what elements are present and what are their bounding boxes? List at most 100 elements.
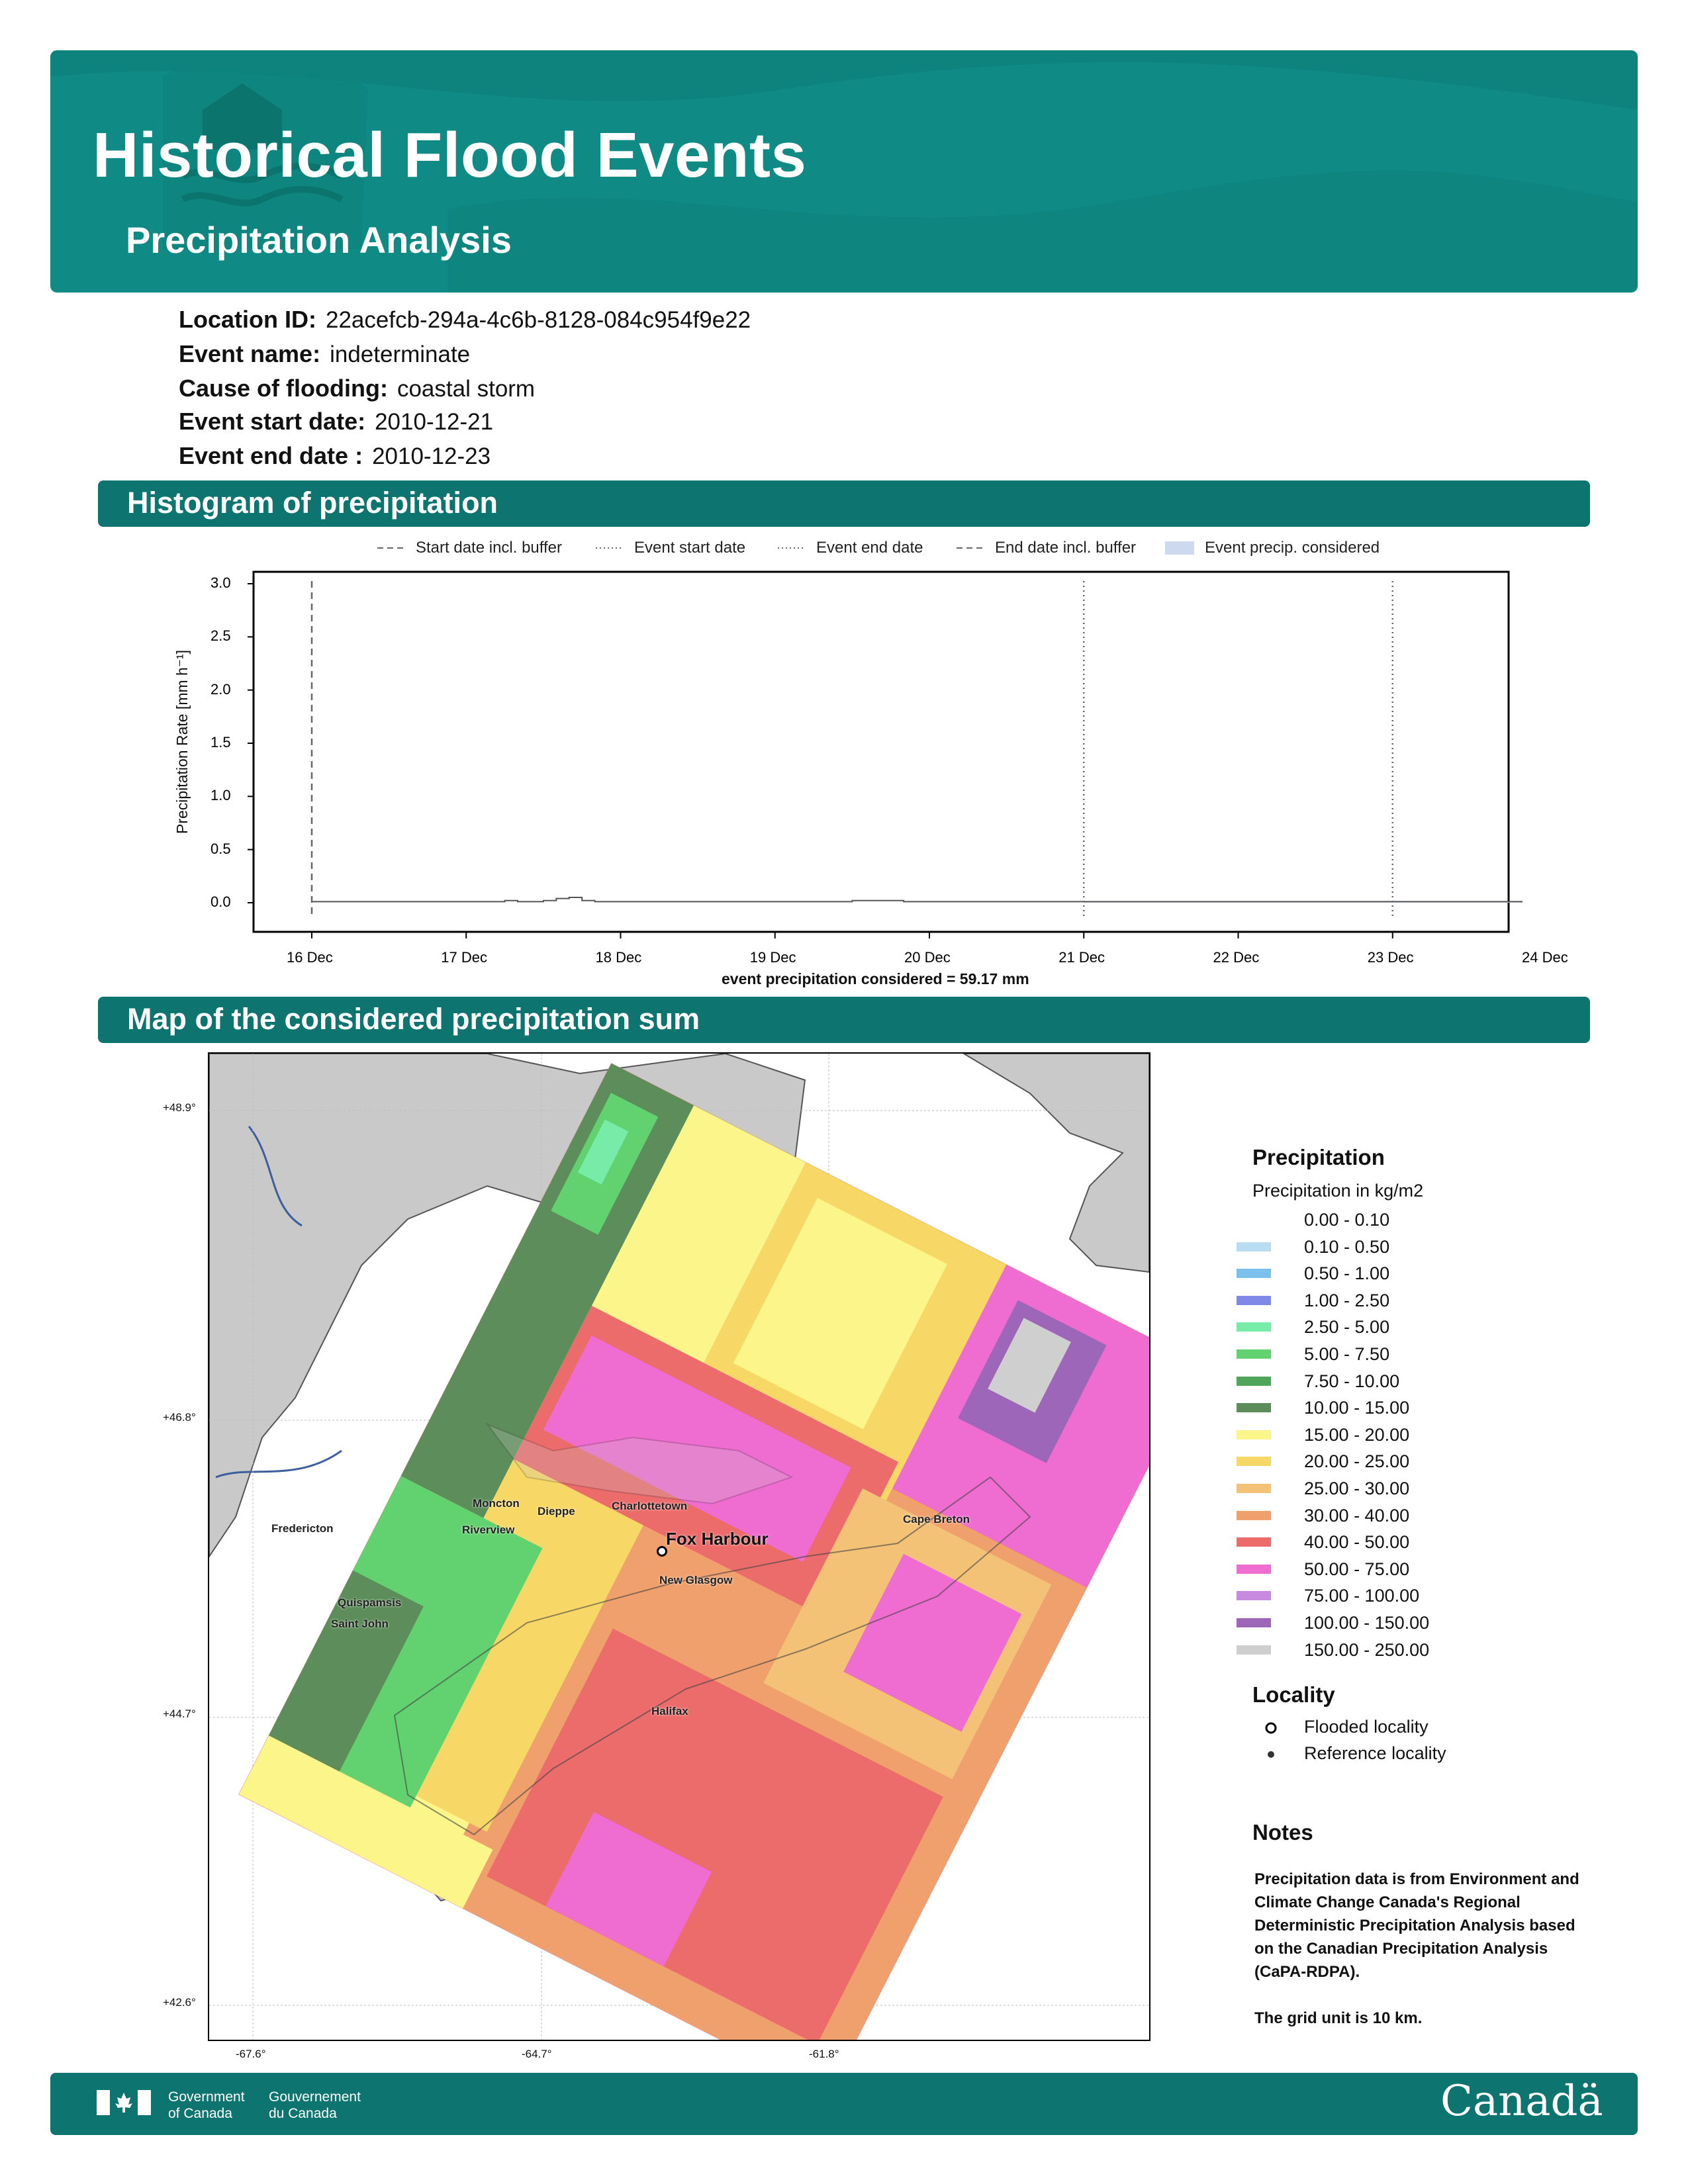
legend-class-label: 15.00 - 20.00 [1304, 1424, 1410, 1445]
legend-subheading: Precipitation in kg/m2 [1252, 1181, 1424, 1201]
legend-class-label: 2.50 - 5.00 [1304, 1317, 1390, 1338]
legend-event-precip: Event precip. considered [1205, 539, 1380, 557]
footer-bar [50, 2073, 1638, 2135]
locality-heading: Locality [1252, 1682, 1335, 1707]
map-lat-label: +48.9° [163, 1101, 196, 1114]
legend-swatch [1237, 1403, 1271, 1413]
legend-swatch [1237, 1376, 1271, 1386]
x-tick-label: 18 Dec [595, 949, 642, 966]
map-lat-label: +46.8° [163, 1411, 196, 1424]
legend-swatch [1237, 1591, 1271, 1601]
y-tick-label: 0.5 [211, 840, 231, 857]
legend-swatch [1237, 1645, 1271, 1655]
legend-class-label: 0.50 - 1.00 [1304, 1263, 1390, 1284]
legend-swatch [1237, 1349, 1271, 1359]
canada-wordmark: Canadä [1440, 2077, 1603, 2126]
info-end-date: Event end date :2010-12-23 [179, 442, 491, 469]
legend-event-start: Event start date [634, 539, 746, 557]
histogram-section-bar: Histogram of precipitation [98, 480, 1590, 527]
legend-event-end: Event end date [816, 539, 923, 557]
chart-legend [377, 541, 1194, 555]
y-axis-label: Precipitation Rate [mm h⁻¹] [173, 649, 191, 834]
flooded-locality-marker [657, 1546, 667, 1557]
legend-class-label: 40.00 - 50.00 [1304, 1532, 1410, 1553]
legend-class-label: 5.00 - 7.50 [1304, 1344, 1390, 1364]
page-subtitle: Precipitation Analysis [126, 219, 512, 261]
y-tick-label: 3.0 [211, 574, 231, 591]
legend-class-label: 100.00 - 150.00 [1304, 1613, 1430, 1633]
map-place-label: Fredericton [271, 1522, 334, 1535]
legend-heading: Precipitation [1252, 1145, 1385, 1169]
map-lat-label: +42.6° [163, 1996, 196, 2009]
legend-swatch [1237, 1484, 1271, 1493]
legend-swatch [1237, 1510, 1271, 1520]
map-place-label: Halifax [651, 1705, 688, 1717]
x-tick-label: 24 Dec [1522, 949, 1568, 966]
legend-swatch [1237, 1430, 1271, 1439]
legend-end-buffer: End date incl. buffer [995, 539, 1137, 557]
legend-start-buffer: Start date incl. buffer [416, 539, 563, 557]
legend-class-label: 1.00 - 2.50 [1304, 1290, 1390, 1310]
legend-reference-locality: Reference locality [1304, 1743, 1446, 1763]
land-newfoundland [962, 1054, 1149, 1273]
legend-swatch [1237, 1322, 1271, 1332]
canada-flag-icon [97, 2090, 151, 2115]
x-axis-label: event precipitation considered = 59.17 m… [722, 970, 1029, 987]
legend-swatch [1237, 1537, 1271, 1547]
legend-swatch [1237, 1618, 1271, 1627]
gov-en: Government of Canada [168, 2089, 245, 2121]
header-banner [50, 50, 1638, 293]
legend-class-label: 0.10 - 0.50 [1304, 1236, 1390, 1257]
x-tick-label: 23 Dec [1367, 949, 1414, 966]
map-place-label: New Glasgow [659, 1574, 733, 1586]
legend-swatch [1237, 1295, 1271, 1305]
y-tick-label: 2.0 [211, 680, 231, 698]
precipitation-grid [238, 1062, 1149, 2040]
info-location-id: Location ID: 22acefcb-294a-4c6b-8128-084c… [179, 306, 751, 333]
map-lon-label: -67.6° [236, 2048, 266, 2060]
legend-class-label: 10.00 - 15.00 [1304, 1398, 1410, 1418]
map-lat-label: +44.7° [163, 1707, 196, 1720]
precipitation-map [208, 1052, 1150, 2041]
legend-swatch [1237, 1564, 1271, 1574]
x-tick-label: 21 Dec [1058, 949, 1105, 966]
y-tick-label: 1.5 [211, 734, 231, 751]
precipitation-histogram [248, 570, 1523, 938]
x-tick-label: 16 Dec [287, 949, 333, 966]
flooded-locality-label: Fox Harbour [666, 1529, 769, 1549]
map-place-label: Charlottetown [612, 1500, 688, 1512]
map-lon-label: -61.8° [809, 2048, 839, 2060]
notes-heading: Notes [1252, 1820, 1313, 1844]
y-tick-label: 0.0 [211, 893, 231, 910]
legend-swatch [1237, 1269, 1271, 1279]
map-place-label: Moncton [473, 1497, 520, 1510]
info-event-name: Event name: indeterminate [179, 340, 471, 367]
plot-frame [252, 570, 1510, 933]
legend-class-label: 30.00 - 40.00 [1304, 1505, 1410, 1525]
x-tick-label: 20 Dec [904, 949, 951, 966]
legend-swatch [1237, 1457, 1271, 1467]
map-place-label: Cape Breton [903, 1513, 970, 1525]
locality-symbols [1265, 1722, 1277, 1758]
x-tick-label: 17 Dec [441, 949, 487, 966]
notes-body: Precipitation data is from Environment a… [1254, 1870, 1579, 2027]
legend-class-label: 0.00 - 0.10 [1304, 1210, 1390, 1230]
map-lon-label: -64.7° [522, 2048, 552, 2060]
x-tick-label: 19 Dec [749, 949, 796, 966]
legend-class-label: 20.00 - 25.00 [1304, 1451, 1410, 1472]
x-tick-label: 22 Dec [1213, 949, 1260, 966]
wave-decoration [50, 50, 1638, 293]
legend-class-label: 7.50 - 10.00 [1304, 1371, 1400, 1391]
legend-flooded-locality: Flooded locality [1304, 1717, 1429, 1737]
legend-swatch [1237, 1215, 1271, 1224]
legend-class-label: 50.00 - 75.00 [1304, 1559, 1410, 1579]
map-place-label: Dieppe [538, 1505, 575, 1518]
map-place-label: Riverview [462, 1524, 515, 1536]
y-tick-label: 2.5 [211, 627, 231, 645]
info-start-date: Event start date: 2010-12-21 [179, 408, 494, 435]
legend-class-label: 25.00 - 30.00 [1304, 1479, 1410, 1498]
legend-class-label: 150.00 - 250.00 [1304, 1639, 1430, 1660]
legend-class-label: 75.00 - 100.00 [1304, 1586, 1420, 1606]
precip-step-line [312, 896, 1523, 903]
info-cause: Cause of flooding: coastal storm [179, 375, 536, 402]
